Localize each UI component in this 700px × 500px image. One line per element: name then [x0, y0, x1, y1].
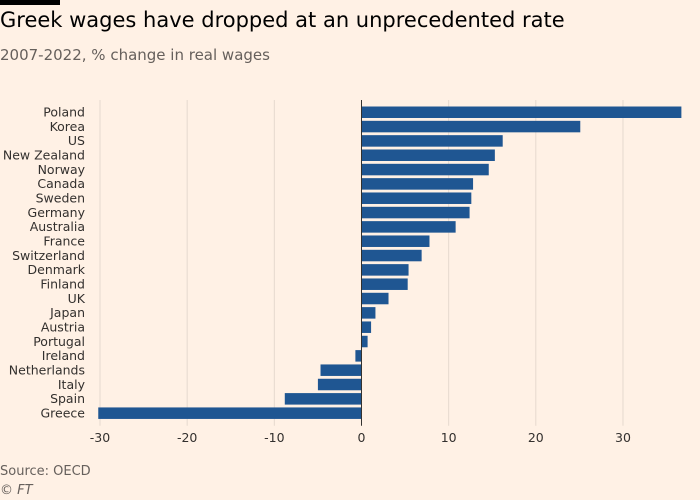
category-label: Denmark	[28, 262, 86, 277]
category-label: Finland	[40, 276, 85, 291]
category-label: New Zealand	[3, 147, 85, 162]
bar-uk	[361, 292, 389, 305]
category-label: US	[68, 133, 85, 148]
category-label: Canada	[37, 176, 85, 191]
bar-norway	[361, 163, 489, 176]
bar-korea	[361, 120, 581, 133]
bar-austria	[361, 321, 372, 333]
category-label: Spain	[50, 391, 85, 406]
bar-us	[361, 135, 503, 147]
bar-japan	[361, 307, 376, 319]
chart-subtitle: 2007-2022, % change in real wages	[0, 46, 270, 64]
category-label: Japan	[49, 305, 85, 320]
bar-france	[361, 235, 430, 247]
category-label: Italy	[58, 377, 86, 392]
category-label: Switzerland	[12, 248, 85, 263]
category-label: France	[43, 233, 85, 248]
category-label: Norway	[38, 162, 86, 177]
x-tick-label: 0	[358, 430, 366, 445]
category-label: Greece	[41, 405, 86, 420]
bar-sweden	[361, 192, 472, 204]
bar-ireland	[355, 350, 362, 362]
chart-title: Greek wages have dropped at an unprecede…	[0, 8, 565, 32]
category-label: Austria	[41, 319, 85, 334]
grid-lines	[99, 100, 624, 426]
x-tick-label: 30	[615, 430, 631, 445]
x-tick-label: 10	[441, 430, 457, 445]
x-tick-label: -20	[177, 430, 197, 445]
bar-germany	[361, 206, 470, 219]
category-label: Ireland	[42, 348, 85, 363]
bar-portugal	[361, 335, 368, 348]
bar-switzerland	[361, 249, 422, 262]
bars	[98, 106, 682, 419]
brand-bar	[0, 0, 60, 5]
x-tick-labels: -30 -20 -10 0 10 20 30	[90, 430, 631, 445]
category-label: Netherlands	[9, 362, 85, 377]
bar-greece	[98, 407, 362, 419]
category-label: Germany	[28, 205, 86, 220]
credit-note: © FT	[0, 483, 33, 498]
x-tick-label: -30	[90, 430, 110, 445]
bar-finland	[361, 278, 408, 290]
x-tick-label: 20	[528, 430, 544, 445]
bar-canada	[361, 178, 474, 190]
bar-italy	[317, 378, 362, 391]
bar-new-zealand	[361, 149, 495, 161]
category-label: Sweden	[36, 190, 85, 205]
category-label: Portugal	[33, 334, 85, 349]
source-note: Source: OECD	[0, 464, 91, 479]
bar-australia	[361, 221, 456, 233]
category-label: Poland	[43, 105, 85, 120]
category-label: Korea	[50, 119, 85, 134]
x-tick-label: -10	[264, 430, 284, 445]
category-label: Australia	[30, 219, 85, 234]
bar-spain	[284, 393, 362, 405]
bar-denmark	[361, 264, 409, 276]
bar-poland	[361, 106, 682, 118]
category-label: UK	[68, 291, 86, 306]
bar-netherlands	[320, 364, 362, 376]
